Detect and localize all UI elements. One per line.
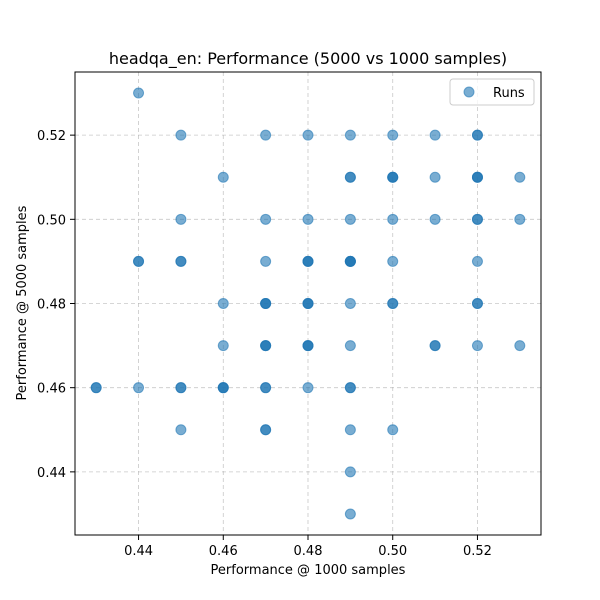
data-point: [175, 424, 187, 436]
legend-box: [449, 78, 535, 106]
data-point: [133, 87, 145, 99]
x-tick-label: 0.50: [378, 544, 407, 559]
data-point: [260, 298, 272, 309]
data-point: [344, 298, 356, 309]
data-point: [471, 255, 483, 267]
data-point: [133, 255, 145, 267]
x-tick-label: 0.46: [209, 544, 238, 559]
data-point: [344, 340, 356, 352]
data-point: [344, 129, 356, 141]
data-point: [217, 171, 229, 183]
data-point: [302, 255, 314, 267]
data-point: [471, 171, 483, 183]
data-point: [260, 255, 272, 267]
data-point: [387, 171, 399, 183]
chart-title: headqa_en: Performance (5000 vs 1000 sam…: [109, 49, 507, 69]
data-point: [344, 255, 356, 267]
data-point: [260, 129, 272, 141]
data-point: [471, 213, 483, 225]
data-point: [344, 466, 356, 478]
data-point: [175, 129, 187, 141]
y-tick-label: 0.46: [37, 382, 66, 397]
data-point: [429, 171, 441, 183]
data-point: [344, 213, 356, 225]
data-point: [387, 213, 399, 225]
data-point: [217, 382, 229, 394]
data-points: [90, 87, 526, 520]
y-tick-label: 0.48: [37, 298, 66, 313]
axis-ticks: 0.44 0.46 0.48 0.50 0.52 0.44 0.46 0.48 0.50 0.52: [37, 129, 492, 559]
data-point: [387, 424, 399, 436]
data-point: [302, 298, 314, 309]
x-tick-label: 0.48: [294, 544, 323, 559]
data-point: [387, 255, 399, 267]
legend-label: Runs: [493, 86, 525, 101]
data-point: [260, 424, 272, 436]
data-point: [387, 129, 399, 141]
data-point: [471, 129, 483, 141]
data-point: [217, 340, 229, 352]
data-point: [514, 213, 526, 225]
data-point: [302, 382, 314, 394]
data-point: [471, 340, 483, 352]
data-point: [514, 171, 526, 183]
data-point: [260, 213, 272, 225]
data-point: [429, 340, 441, 352]
data-point: [302, 129, 314, 141]
data-point: [344, 382, 356, 394]
data-point: [175, 382, 187, 394]
legend: Runs: [449, 78, 535, 106]
x-tick-label: 0.44: [124, 544, 153, 559]
data-point: [260, 340, 272, 352]
data-point: [429, 129, 441, 141]
y-tick-label: 0.50: [37, 213, 66, 228]
data-point: [175, 255, 187, 267]
data-point: [387, 298, 399, 309]
x-tick-label: 0.52: [463, 544, 492, 559]
data-point: [344, 171, 356, 183]
data-point: [260, 382, 272, 394]
y-axis-title: Performance @ 5000 samples: [15, 205, 30, 400]
data-point: [133, 382, 145, 394]
data-point: [344, 424, 356, 436]
data-point: [429, 213, 441, 225]
data-point: [471, 298, 483, 309]
data-point: [302, 340, 314, 352]
y-tick-label: 0.52: [37, 129, 66, 144]
x-axis-title: Performance @ 1000 samples: [211, 563, 406, 578]
data-point: [90, 382, 102, 394]
data-point: [217, 298, 229, 309]
y-tick-label: 0.44: [37, 466, 66, 481]
data-point: [175, 213, 187, 225]
data-point: [514, 340, 526, 352]
data-point: [344, 508, 356, 520]
data-point: [302, 213, 314, 225]
legend-marker: [463, 86, 475, 98]
